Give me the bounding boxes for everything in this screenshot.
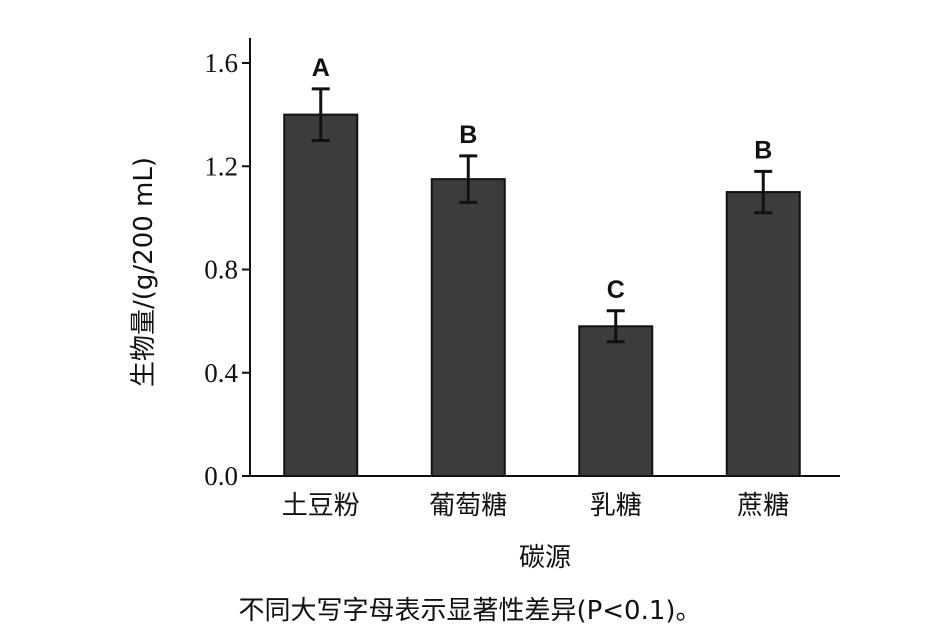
x-tick-label: 蔗糖 — [737, 491, 789, 521]
bar — [725, 191, 801, 477]
y-axis-title: 生物量/(g/200 mL) — [129, 157, 159, 387]
bar — [578, 325, 654, 477]
y-axis-ticks: 0.0 0.4 0.8 1.2 1.6 — [204, 48, 250, 491]
significance-label: B — [754, 136, 772, 164]
bar — [283, 113, 359, 477]
significance-label: A — [312, 54, 330, 82]
bar — [430, 178, 506, 477]
error-bar — [459, 154, 478, 204]
x-tick-label: 乳糖 — [590, 491, 642, 521]
category-labels: 土豆粉 葡萄糖 乳糖 蔗糖 — [282, 491, 790, 521]
y-tick-label: 0.4 — [204, 358, 238, 388]
significance-label: C — [607, 276, 625, 304]
x-tick-label: 葡萄糖 — [429, 491, 507, 521]
bars — [283, 113, 801, 477]
error-bar — [311, 87, 330, 142]
y-tick-label: 0.8 — [204, 255, 238, 285]
error-bar — [754, 169, 773, 215]
error-bar — [606, 309, 625, 344]
y-tick-label: 0.0 — [204, 461, 238, 491]
y-tick-label: 1.2 — [204, 151, 238, 181]
x-tick-label: 土豆粉 — [282, 491, 360, 521]
figure-caption: 不同大写字母表示显著性差异(P<0.1)。 — [238, 596, 701, 626]
y-tick-label: 1.6 — [204, 48, 238, 78]
error-bars — [311, 87, 773, 344]
significance-labels: A B C B — [312, 54, 773, 304]
significance-label: B — [459, 121, 477, 149]
x-axis-title: 碳源 — [519, 543, 571, 573]
